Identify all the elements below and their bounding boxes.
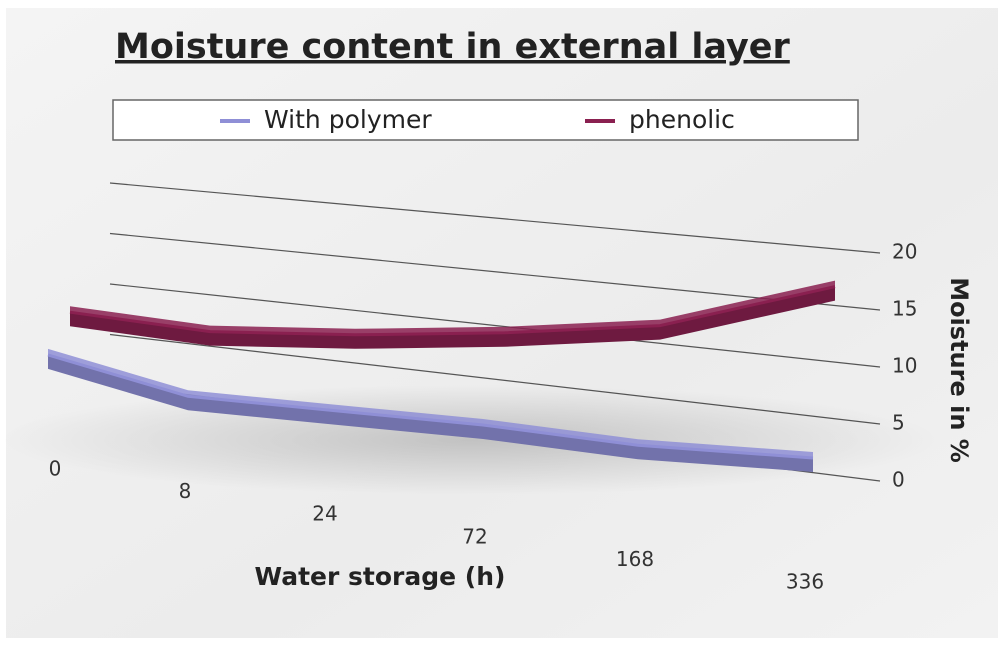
x-tick-label: 24 <box>312 502 337 526</box>
y-axis-label: Moisture in % <box>945 277 973 463</box>
grid-line <box>109 182 881 254</box>
x-axis-label: Water storage (h) <box>255 562 506 591</box>
x-tick-label: 336 <box>786 570 824 594</box>
grid-line <box>109 283 881 368</box>
chart-title: Moisture content in external layer <box>115 27 790 67</box>
y-tick-label: 10 <box>892 354 917 378</box>
x-tick-label: 8 <box>179 479 192 503</box>
y-tick-label: 20 <box>892 240 917 264</box>
legend-label: phenolic <box>629 105 735 134</box>
y-tick-label: 15 <box>892 297 917 321</box>
x-tick-label: 72 <box>462 524 487 548</box>
shadow <box>0 385 940 495</box>
x-tick-label: 168 <box>616 547 654 571</box>
grid-line <box>109 232 881 311</box>
ribbon-top <box>48 348 813 458</box>
y-tick-label: 0 <box>892 468 905 492</box>
series-line <box>69 285 836 337</box>
series-line <box>47 353 814 460</box>
legend-label: With polymer <box>264 105 432 134</box>
ribbon-side <box>48 354 813 472</box>
ribbon-top <box>70 280 835 335</box>
x-tick-label: 0 <box>49 457 62 481</box>
